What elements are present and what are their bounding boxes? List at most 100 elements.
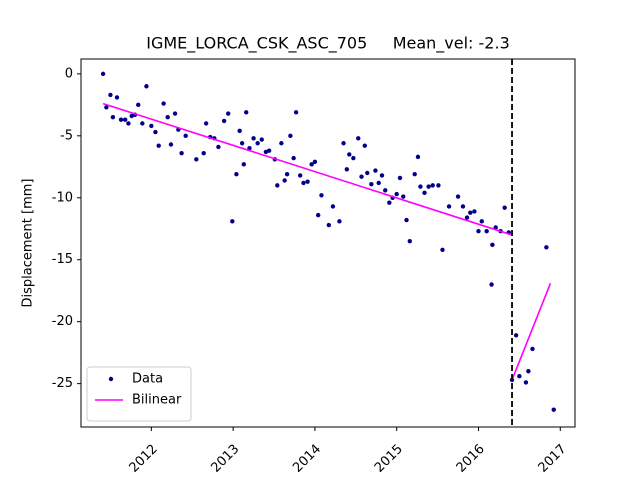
- data-point: [118, 117, 124, 122]
- data-point: [356, 136, 361, 141]
- data-point: [379, 173, 385, 178]
- data-point: [251, 136, 256, 141]
- data-point: [530, 346, 535, 352]
- data-point: [351, 155, 356, 161]
- data-point: [387, 200, 392, 205]
- data-point: [422, 190, 427, 196]
- data-point: [489, 282, 494, 287]
- y-tick-label: 0: [65, 66, 73, 81]
- data-point: [315, 212, 321, 218]
- data-point: [544, 245, 549, 250]
- data-point: [168, 142, 174, 147]
- data-point: [404, 217, 409, 223]
- y-axis-label: Displacement [mm]: [21, 179, 36, 308]
- data-point: [309, 162, 314, 167]
- data-point: [293, 110, 299, 115]
- data-point: [144, 84, 149, 89]
- data-point: [156, 143, 161, 148]
- data-point: [436, 183, 441, 188]
- x-tick-label: 2012: [127, 442, 161, 476]
- data-point: [226, 111, 231, 116]
- data-point: [282, 178, 287, 183]
- data-point: [484, 229, 489, 234]
- data-point: [517, 373, 522, 379]
- data-point: [365, 170, 370, 176]
- data-point: [239, 141, 245, 146]
- legend-label: Bilinear: [132, 393, 182, 408]
- legend-label: Data: [132, 372, 163, 387]
- data-point: [136, 102, 141, 108]
- data-point: [244, 110, 249, 115]
- data-point: [172, 111, 178, 116]
- data-point: [490, 242, 495, 248]
- data-point: [122, 117, 128, 122]
- data-point: [259, 137, 264, 142]
- data-point: [401, 194, 406, 199]
- data-point: [460, 204, 466, 209]
- data-point: [412, 172, 417, 177]
- x-tick-label: 2013: [208, 442, 242, 476]
- data-point: [415, 154, 421, 160]
- data-point: [203, 121, 209, 126]
- data-point: [373, 168, 378, 173]
- data-point: [330, 204, 336, 209]
- chart-title: IGME_LORCA_CSK_ASC_705 Mean_vel: -2.3: [146, 34, 510, 54]
- data-point: [341, 141, 346, 146]
- data-point: [108, 92, 113, 98]
- plot-frame: [80, 58, 576, 428]
- data-point: [359, 174, 364, 179]
- data-point: [291, 155, 296, 161]
- data-point: [369, 181, 374, 187]
- data-point: [100, 71, 106, 77]
- data-point: [394, 191, 399, 197]
- y-tick-label: -10: [52, 190, 73, 205]
- data-point: [344, 167, 350, 172]
- data-point: [161, 101, 166, 106]
- data-point: [297, 173, 303, 178]
- data-point: [347, 152, 352, 157]
- data-point: [266, 148, 272, 153]
- data-point: [255, 141, 260, 146]
- fit-line: [102, 102, 552, 381]
- data-point: [114, 95, 120, 100]
- data-point: [383, 188, 388, 193]
- data-point: [326, 222, 332, 228]
- data-point: [513, 333, 519, 338]
- data-point: [440, 247, 445, 253]
- data-point: [426, 184, 431, 189]
- y-tick-label: -20: [52, 314, 73, 329]
- x-tick-label: 2017: [536, 442, 570, 476]
- data-point: [362, 143, 368, 148]
- data-point: [319, 193, 324, 198]
- data-point: [472, 209, 477, 214]
- data-point: [288, 133, 293, 139]
- data-point: [201, 150, 206, 156]
- data-point: [305, 179, 310, 184]
- data-point: [337, 219, 342, 224]
- data-point: [468, 210, 473, 215]
- data-point: [455, 194, 461, 199]
- data-point: [153, 129, 158, 135]
- data-point: [275, 183, 280, 188]
- data-point: [149, 123, 154, 129]
- data-point: [104, 105, 109, 110]
- data-point: [526, 369, 531, 374]
- data-point: [234, 172, 239, 177]
- data-point: [523, 380, 529, 385]
- data-point: [126, 121, 131, 126]
- data-point: [446, 204, 452, 209]
- data-point: [312, 159, 318, 165]
- y-tick-label: -15: [52, 252, 73, 267]
- data-point: [179, 150, 184, 156]
- legend-box: [86, 366, 192, 422]
- data-point: [110, 115, 116, 120]
- data-point: [279, 141, 284, 146]
- data-point: [551, 407, 556, 412]
- data-point: [479, 219, 484, 224]
- data-point: [165, 115, 170, 120]
- data-point: [464, 215, 470, 220]
- data-point: [216, 144, 221, 150]
- data-point: [301, 180, 306, 186]
- data-point: [407, 238, 412, 244]
